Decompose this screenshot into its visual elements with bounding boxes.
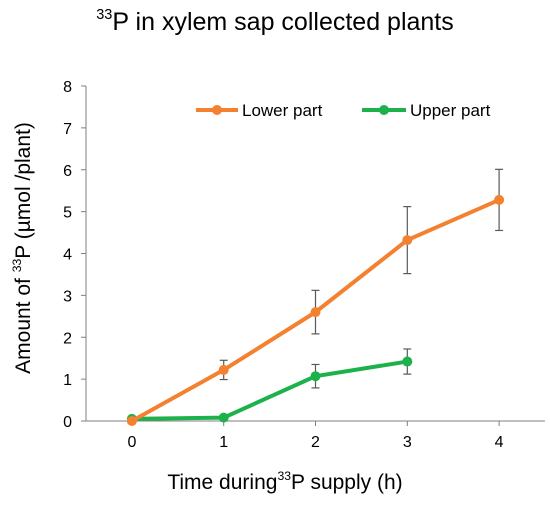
upper-part-point — [218, 412, 229, 423]
y-tick-label: 1 — [63, 372, 72, 389]
lower-part-point — [494, 194, 505, 205]
x-axis-label-end: P supply (h) — [290, 471, 403, 494]
y-tick-label: 0 — [63, 414, 72, 431]
lower-part-point — [126, 416, 137, 426]
legend-upper-part-label: Upper part — [410, 101, 491, 120]
y-tick-label: 2 — [63, 330, 72, 347]
upper-part-point — [402, 356, 413, 367]
chart-title: 33P in xylem sap collected plants — [0, 8, 550, 37]
legend-lower-part-label: Lower part — [242, 101, 323, 120]
title-superscript: 33 — [96, 7, 113, 24]
x-axis-label-superscript: 33 — [277, 468, 291, 483]
y-tick-label: 4 — [63, 247, 72, 264]
x-tick-label: 3 — [403, 434, 412, 451]
lower-part-point — [310, 307, 321, 318]
legend-upper-part-swatch-marker — [379, 105, 389, 115]
lower-part-point — [218, 364, 229, 375]
x-axis-label-start: Time during — [167, 471, 278, 494]
x-tick-label: 4 — [495, 434, 504, 451]
y-tick-label: 5 — [63, 205, 72, 222]
y-tick-label: 6 — [63, 163, 72, 180]
x-axis-label: Time during33P supply (h) — [85, 468, 485, 495]
x-tick-label: 0 — [127, 434, 136, 451]
lower-part-point — [402, 235, 413, 246]
upper-part-point — [310, 371, 321, 382]
upper-part-line — [131, 359, 408, 421]
y-tick-label: 7 — [63, 121, 72, 138]
title-text: P in xylem sap collected plants — [112, 8, 454, 36]
y-tick-label: 8 — [63, 79, 72, 96]
legend-lower-part-swatch-marker — [212, 105, 222, 115]
y-tick-label: 3 — [63, 288, 72, 305]
x-tick-label: 1 — [219, 434, 228, 451]
x-tick-label: 2 — [311, 434, 320, 451]
